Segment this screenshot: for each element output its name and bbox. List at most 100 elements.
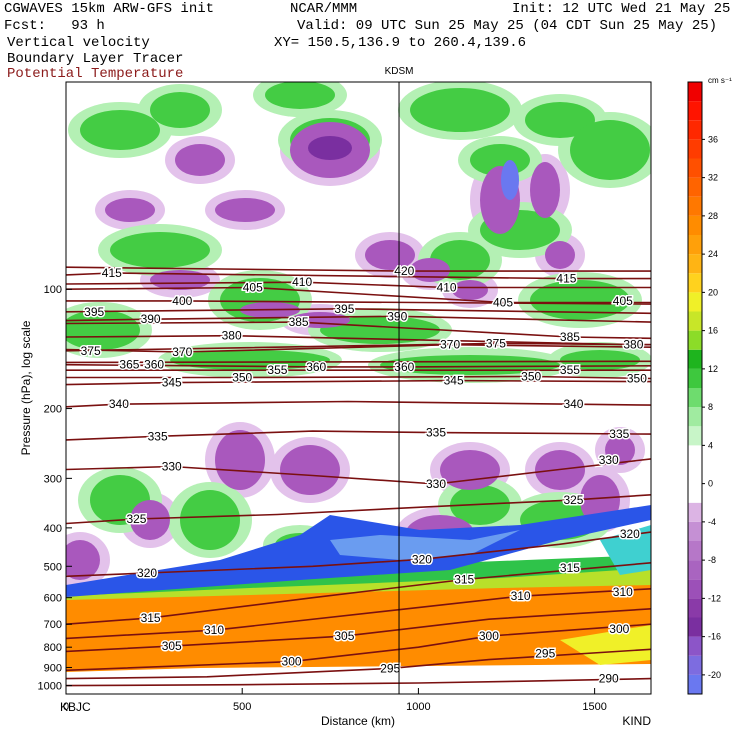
field-potential-temperature: Potential Temperature (7, 66, 184, 82)
theta-contour-label: 300 (479, 629, 499, 643)
theta-contour-label: 350 (232, 371, 252, 385)
theta-contour-320 (66, 531, 651, 578)
theta-contour-label: 340 (563, 397, 583, 411)
theta-contour-330 (66, 458, 651, 485)
y-axis-title: Pressure (hPa), log scale (19, 320, 33, 455)
theta-contour-label: 415 (556, 272, 576, 286)
theta-contour-label: 385 (560, 330, 580, 344)
field-vertical-velocity: Vertical velocity (7, 35, 150, 51)
updraft-region (170, 350, 330, 370)
updraft-region (150, 92, 210, 128)
theta-contour-label: 305 (334, 629, 354, 643)
org-label: NCAR/MMM (290, 1, 358, 17)
downdraft-region (105, 198, 155, 222)
downdraft-region (605, 435, 635, 465)
theta-contour-label: 330 (162, 459, 182, 473)
updraft-region (410, 88, 510, 132)
theta-contour-295 (66, 648, 651, 680)
theta-contour-label: 375 (486, 336, 506, 350)
theta-contour-label: 375 (81, 344, 101, 358)
y-axis-tick-label: 600 (44, 593, 62, 605)
theta-contour-label: 380 (623, 338, 643, 352)
theta-contour-label: 345 (444, 374, 464, 388)
y-axis-tick-label: 500 (44, 561, 62, 573)
downdraft-region (175, 144, 225, 176)
theta-contour-label: 410 (292, 275, 312, 289)
axes-layer: 0 500 1000 1500 100 200 300 400 500 600 700 800 900 1… (38, 284, 607, 713)
downdraft-region (410, 258, 450, 282)
updraft-region (320, 316, 440, 344)
field-boundary-layer-tracer: Boundary Layer Tracer (7, 51, 184, 67)
theta-contour-385 (66, 321, 651, 340)
theta-contour-label: 405 (613, 294, 633, 308)
theta-contour-label: 415 (102, 266, 122, 280)
downdraft-region (365, 240, 415, 270)
downdraft-region (130, 500, 170, 540)
theta-contour-label: 350 (627, 372, 647, 386)
x-axis-tick-label: 1500 (582, 701, 606, 713)
updraft-region (570, 120, 650, 180)
theta-contour-340 (66, 400, 651, 408)
theta-contour-365 (66, 360, 651, 364)
theta-contour-325 (66, 494, 651, 525)
x-axis-title: Distance (km) (321, 714, 395, 728)
theta-contour-label: 330 (426, 477, 446, 491)
init-time: Init: 12 UTC Wed 21 May 25 (512, 1, 731, 17)
x-axis-left-end-label: KBJC (60, 700, 91, 714)
strongest-downdraft-region (501, 160, 519, 200)
x-axis-right-end-label: KIND (622, 714, 651, 728)
y-axis-tick-label: 300 (44, 473, 62, 485)
model-title: CGWAVES 15km ARW-GFS init (4, 1, 215, 17)
theta-contour-label: 325 (126, 512, 146, 526)
theta-contour-label: 360 (394, 360, 414, 374)
y-axis-tick-label: 1000 (38, 681, 62, 693)
theta-contour-290 (66, 677, 651, 687)
theta-contour-label: 335 (609, 427, 629, 441)
theta-contour-label: 355 (267, 363, 287, 377)
theta-contour-label: 335 (148, 429, 168, 443)
theta-contour-label: 330 (599, 453, 619, 467)
theta-contour-label: 405 (493, 295, 513, 309)
theta-contour-300 (66, 623, 651, 672)
downdraft-region (280, 445, 340, 495)
downdraft-region (452, 280, 488, 300)
theta-contour-415 (66, 272, 651, 280)
theta-contour-370 (66, 343, 651, 353)
theta-contour-label: 320 (137, 566, 157, 580)
theta-contour-label: 370 (440, 338, 460, 352)
downdraft-region (440, 450, 500, 490)
theta-contour-label: 320 (620, 527, 640, 541)
tracer-plume-core (330, 530, 520, 560)
theta-contour-label: 380 (222, 329, 242, 343)
surface-updraft-region (560, 625, 651, 665)
plot-frame (65, 81, 652, 695)
theta-contour-label: 385 (289, 315, 309, 329)
theta-contour-405 (66, 286, 651, 304)
cross-section-coords: XY= 150.5,136.9 to 260.4,139.6 (274, 35, 527, 51)
downdraft-region (215, 430, 265, 490)
y-axis-tick-label: 900 (44, 662, 62, 674)
theta-contour-label: 325 (563, 493, 583, 507)
theta-contour-label: 320 (412, 552, 432, 566)
theta-contour-315 (66, 562, 651, 625)
theta-contour-label: 410 (437, 281, 457, 295)
theta-contour-380 (66, 334, 651, 346)
downdraft-region (530, 162, 560, 218)
theta-contour-label: 390 (387, 309, 407, 323)
downdraft-region (545, 241, 575, 269)
y-axis-tick-label: 100 (44, 284, 62, 296)
y-axis-tick-label: 700 (44, 619, 62, 631)
theta-contour-label: 295 (380, 661, 400, 675)
strong-downdraft-region (308, 136, 352, 160)
theta-contour-label: 360 (306, 360, 326, 374)
theta-contour-390 (66, 315, 651, 323)
theta-contour-label: 360 (144, 358, 164, 372)
theta-contour-label: 310 (511, 589, 531, 603)
y-axis-tick-label: 400 (44, 523, 62, 535)
theta-contour-420 (66, 266, 651, 272)
theta-contour-label: 395 (334, 302, 354, 316)
theta-contour-345 (66, 379, 651, 386)
theta-contour-label: 395 (84, 305, 104, 319)
updraft-region (525, 102, 595, 138)
